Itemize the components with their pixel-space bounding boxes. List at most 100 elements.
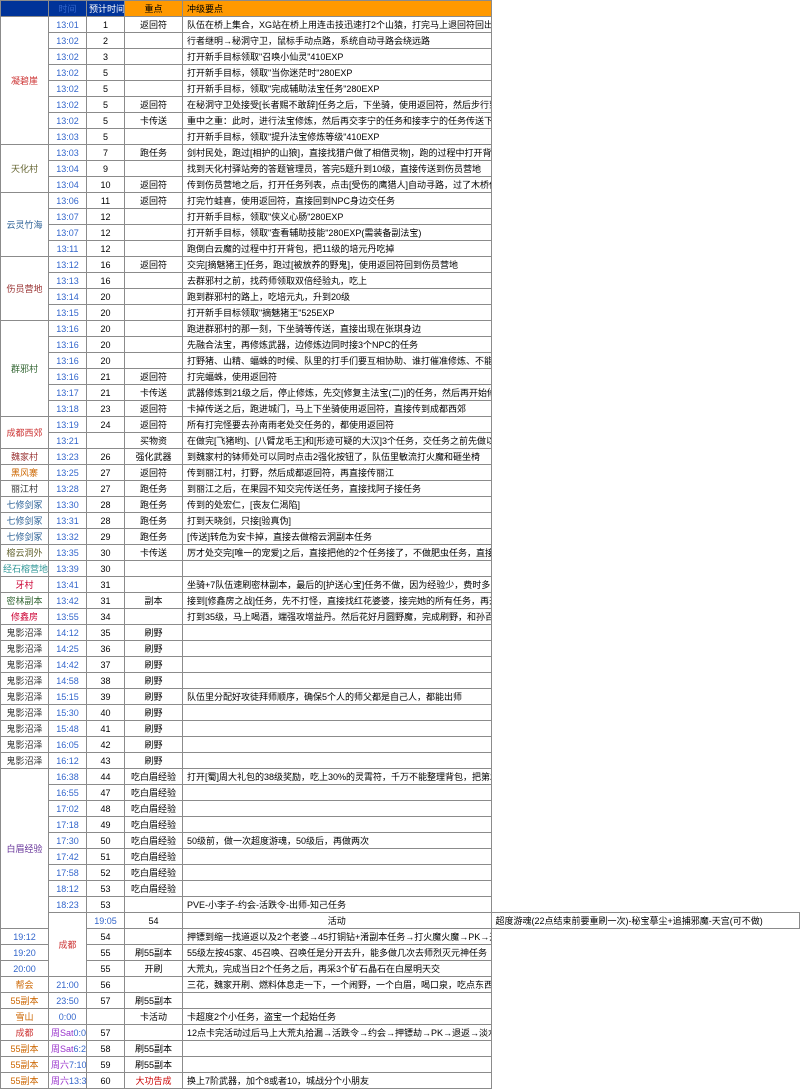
content-cell: [183, 705, 492, 721]
zone-cell: 雪山: [1, 1009, 49, 1025]
table-row: 成都周Sat0:015712点卡完活动过后马上大荒丸拾漏→活跌令→约会→押镖劫→…: [1, 1025, 800, 1041]
table-row: 13:1420跑到群邪村的路上，吃培元丸，升到20级: [1, 289, 800, 305]
time-cell: 13:41: [49, 577, 87, 593]
table-row: 鬼影沼泽15:4841刷野: [1, 721, 800, 737]
table-row: 鬼影沼泽14:4237刷野: [1, 657, 800, 673]
content-cell: PVE-小李子-约会-活跌令-出师-知己任务: [183, 897, 492, 913]
level-cell: 57: [87, 993, 125, 1009]
content-cell: 传到伤员营地之后，打开任务列表，点击[受伤的鹰猎人]自动寻路，过了木桥使用返回符…: [183, 177, 492, 193]
table-row: 13:0712打开新手目标，领取"侠义心肠"280EXP: [1, 209, 800, 225]
table-row: 成都西郊13:1924返回符所有打完怪要去孙南雨老处交任务的，都使用返回符: [1, 417, 800, 433]
table-row: 鬼影沼泽16:0542刷野: [1, 737, 800, 753]
table-row: 13:1520打开新手目标领取"摘魅猪王"525EXP: [1, 305, 800, 321]
zone-cell: 丽江村: [1, 481, 49, 497]
key-cell: 刷野: [125, 625, 183, 641]
zone-cell: 白眉经验: [1, 769, 49, 929]
level-cell: 35: [87, 625, 125, 641]
content-cell: 大荒丸，完成当日2个任务之后，再采3个矿石晶石在白屋明天交: [183, 961, 492, 977]
level-cell: 38: [87, 673, 125, 689]
content-cell: 跑进群邪村的那一刻，下坐骑等传送，直接出现在张琪身边: [183, 321, 492, 337]
time-cell: 13:21: [49, 433, 87, 449]
level-cell: 20: [87, 321, 125, 337]
time-cell: 16:12: [49, 753, 87, 769]
zone-cell: 55副本: [1, 1057, 49, 1073]
content-cell: [183, 737, 492, 753]
content-cell: [183, 817, 492, 833]
content-cell: 在秘洞守卫处接受[长者赐不敢辞]任务之后，下坐骑，使用返回符，然后步行到通管锁李…: [183, 97, 492, 113]
key-cell: 吃白眉经验: [125, 865, 183, 881]
content-cell: 交完[摘魅猪王]任务，跑过[被放养的野鬼]，使用返回符回到伤员营地: [183, 257, 492, 273]
level-cell: 52: [87, 865, 125, 881]
table-row: 13:1620打野猪、山精、蝠蛛的时候、队里的打手们要互相协助、谁打催准修炼、不…: [1, 353, 800, 369]
level-cell: 54: [87, 929, 125, 945]
level-cell: 30: [87, 561, 125, 577]
table-row: 13:1620先融合法宝，再修炼武器，边修炼边同时接3个NPC的任务: [1, 337, 800, 353]
table-row: 雪山0:00卡活动卡超度2个小任务，盗宝一个起始任务: [1, 1009, 800, 1025]
key-cell: 强化武器: [125, 449, 183, 465]
level-cell: 49: [87, 817, 125, 833]
key-cell: [125, 353, 183, 369]
schedule-table: 时间 预计时间 预计等级 重点 冲级要点 凝碧崖13:011返回符队伍在桥上集合…: [0, 0, 800, 1089]
table-row: 13:21买物资在做完[飞猪哟]、[八臂龙毛王]和[形迹可疑的大汉]3个任务，交…: [1, 433, 800, 449]
level-cell: 30: [87, 545, 125, 561]
key-cell: [125, 1025, 183, 1041]
content-cell: 押镖到缩一找道返以及2个老婆→45打铜钻+淆副本任务→打火魔火魔→PK→开庄园互…: [183, 929, 492, 945]
key-cell: 跑任务: [125, 145, 183, 161]
hdr-key: 重点: [125, 1, 183, 17]
table-row: 18:1253吃白眉经验: [1, 881, 800, 897]
content-cell: [传送]转危为安卡掉，直接去做榕云洞副本任务: [183, 529, 492, 545]
content-cell: [183, 625, 492, 641]
level-cell: 55: [87, 945, 125, 961]
time-cell: 13:42: [49, 593, 87, 609]
content-cell: 行者继明→秘洞守卫，鼠标手动点路，系统自动寻路会绕远路: [183, 33, 492, 49]
content-cell: 厉才处交完[唯一的宠爱]之后，直接把他的2个任务接了，不做肥虫任务，直接去找插生…: [183, 545, 492, 561]
table-row: 七修剑冢13:3028跑任务传到的处宏仁，[丧友仁渴陷]: [1, 497, 800, 513]
time-cell: 14:12: [49, 625, 87, 641]
content-cell: [183, 1057, 492, 1073]
level-cell: 29: [87, 529, 125, 545]
zone-cell: 成都: [49, 913, 87, 977]
key-cell: 吃白眉经验: [125, 849, 183, 865]
key-cell: 返回符: [125, 401, 183, 417]
level-cell: 55: [87, 961, 125, 977]
content-cell: 打开新手目标，领取"侠义心肠"280EXP: [183, 209, 492, 225]
time-cell: 20:00: [1, 961, 49, 977]
level-cell: 60: [87, 1073, 125, 1089]
content-cell: [183, 865, 492, 881]
hdr-content: 冲级要点: [183, 1, 492, 17]
time-cell: 13:19: [49, 417, 87, 433]
content-cell: 所有打完怪要去孙南雨老处交任务的，都使用返回符: [183, 417, 492, 433]
time-cell: 17:58: [49, 865, 87, 881]
time-cell: 13:16: [49, 353, 87, 369]
key-cell: 刷55副本: [125, 1041, 183, 1057]
table-row: 13:025卡传送重中之重：此时，进行法宝修炼，然后再交李宁的任务和接李宁的任务…: [1, 113, 800, 129]
level-cell: 5: [87, 81, 125, 97]
time-cell: 13:02: [49, 33, 87, 49]
time-cell: 0:00: [49, 1009, 87, 1025]
key-cell: [125, 273, 183, 289]
key-cell: [125, 81, 183, 97]
key-cell: 吃白眉经验: [125, 881, 183, 897]
key-cell: [125, 33, 183, 49]
content-cell: 剑村民处，跑过[相护的山狼]，直接找猎户做了相借灵物]，跑的过程中打开背包，把7…: [183, 145, 492, 161]
content-cell: 打开新手目标，领取"查看辅助技能"280EXP(需装备副法宝): [183, 225, 492, 241]
time-cell: 16:38: [49, 769, 87, 785]
content-cell: 打开新手目标领取"摘魅猪王"525EXP: [183, 305, 492, 321]
time-cell: 17:42: [49, 849, 87, 865]
time-cell: 14:58: [49, 673, 87, 689]
level-cell: 5: [87, 113, 125, 129]
key-cell: 刷55副本: [125, 945, 183, 961]
content-cell: 找到天化村驿站旁的答题管理员，答完5题升到10级，直接传送到伤员营地: [183, 161, 492, 177]
key-cell: [125, 609, 183, 625]
zone-cell: 伤员营地: [1, 257, 49, 321]
zone-cell: 牙村: [1, 577, 49, 593]
level-cell: [87, 1009, 125, 1025]
time-cell: 13:13: [49, 273, 87, 289]
time-cell: 18:23: [49, 897, 87, 913]
time-cell: 17:02: [49, 801, 87, 817]
level-cell: 1: [87, 17, 125, 33]
content-cell: 队伍在桥上集合，XG站在桥上用连击技迅速打2个山猿，打完马上退回符回出生点: [183, 17, 492, 33]
time-cell: 13:15: [49, 305, 87, 321]
table-row: 凝碧崖13:011返回符队伍在桥上集合，XG站在桥上用连击技迅速打2个山猿，打完…: [1, 17, 800, 33]
header-row: 时间 预计时间 预计等级 重点 冲级要点: [1, 1, 800, 17]
